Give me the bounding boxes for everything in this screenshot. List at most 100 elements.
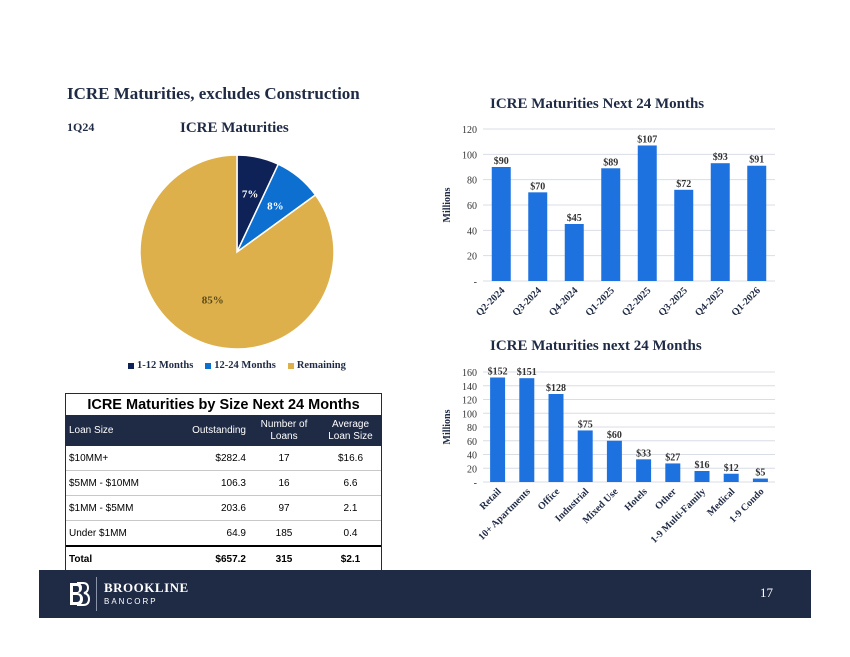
bar bbox=[710, 163, 730, 281]
table-cell: 2.1 bbox=[320, 495, 381, 521]
x-tick-label: Q4-2025 bbox=[693, 285, 726, 318]
pie-slice-label: 8% bbox=[267, 201, 284, 213]
bar-value-label: $60 bbox=[607, 430, 622, 441]
legend-swatch bbox=[205, 362, 212, 369]
bar bbox=[519, 378, 535, 482]
x-tick-label: Q4-2024 bbox=[547, 285, 580, 318]
y-tick-label: 20 bbox=[467, 464, 477, 475]
y-axis-label: Millions bbox=[442, 187, 453, 222]
y-tick-label: 40 bbox=[467, 226, 477, 237]
bar-value-label: $107 bbox=[637, 134, 657, 145]
table-cell: 0.4 bbox=[320, 520, 381, 547]
x-tick-label: 1-9 Multi-Family bbox=[649, 486, 708, 545]
y-tick-label: - bbox=[474, 277, 477, 288]
y-tick-label: 80 bbox=[467, 176, 477, 187]
legend-item: 12-24 Months bbox=[205, 360, 276, 371]
x-tick-label: Q2-2024 bbox=[474, 285, 507, 318]
y-tick-label: 100 bbox=[462, 150, 477, 161]
bar-value-label: $45 bbox=[567, 213, 582, 224]
bar-value-label: $27 bbox=[665, 452, 680, 463]
table-cell: 315 bbox=[248, 545, 320, 571]
bar-value-label: $91 bbox=[749, 155, 764, 166]
x-tick-label: Q3-2025 bbox=[657, 285, 690, 318]
bar bbox=[564, 224, 584, 281]
bar bbox=[577, 430, 593, 482]
table-cell: 106.3 bbox=[165, 470, 248, 496]
legend-label: 1-12 Months bbox=[137, 360, 194, 371]
bar-value-label: $89 bbox=[603, 157, 618, 168]
legend-label: 12-24 Months bbox=[214, 360, 276, 371]
pie-chart-title: ICRE Maturities bbox=[180, 120, 289, 136]
table-row: $5MM - $10MM 106.3 16 6.6 bbox=[66, 470, 381, 496]
size-table-header-row: Loan Size Outstanding Number of Loans Av… bbox=[66, 416, 381, 446]
x-tick-label: Q3-2024 bbox=[511, 285, 544, 318]
table-cell: 64.9 bbox=[165, 520, 248, 547]
table-row: Under $1MM 64.9 185 0.4 bbox=[66, 520, 381, 547]
legend-item: 1-12 Months bbox=[128, 360, 193, 371]
bar-chart-2: - 20 40 60 80 100 120 140 160 Millions $152 Retail $… bbox=[442, 367, 775, 546]
bar-value-label: $93 bbox=[713, 152, 728, 163]
table-cell: $657.2 bbox=[165, 545, 248, 571]
table-cell: $1MM - $5MM bbox=[66, 495, 165, 521]
pie-slice-label: 85% bbox=[202, 295, 224, 307]
table-cell: Total bbox=[66, 545, 165, 571]
table-row: $1MM - $5MM 203.6 97 2.1 bbox=[66, 495, 381, 521]
page-number: 17 bbox=[760, 585, 773, 600]
bar bbox=[723, 473, 739, 482]
y-tick-label: 160 bbox=[462, 368, 477, 379]
footer-bar bbox=[39, 570, 811, 618]
pie-legend: 1-12 Months 12-24 Months Remaining bbox=[128, 360, 346, 371]
period-label: 1Q24 bbox=[67, 120, 95, 134]
col-header-loan-size: Loan Size bbox=[66, 416, 165, 446]
pie-chart: 7% 8% 85% bbox=[139, 154, 335, 350]
table-cell: 97 bbox=[248, 495, 320, 521]
table-cell: $10MM+ bbox=[66, 446, 165, 471]
logo-divider bbox=[96, 577, 97, 611]
col-header-average-loan-size: Average Loan Size bbox=[320, 416, 381, 446]
y-tick-label: 20 bbox=[467, 252, 477, 263]
bar-value-label: $70 bbox=[530, 181, 545, 192]
legend-swatch bbox=[287, 362, 294, 369]
table-cell: 203.6 bbox=[165, 495, 248, 521]
bar-value-label: $75 bbox=[578, 419, 593, 430]
bar-value-label: $33 bbox=[636, 448, 651, 459]
table-total-row: Total $657.2 315 $2.1 bbox=[66, 545, 381, 571]
y-tick-label: 120 bbox=[462, 396, 477, 407]
x-tick-label: Office bbox=[536, 486, 563, 513]
table-cell: $2.1 bbox=[320, 545, 381, 571]
legend-swatch bbox=[128, 362, 134, 369]
col-header-number-of-loans: Number of Loans bbox=[248, 416, 320, 446]
page-title: ICRE Maturities, excludes Construction bbox=[67, 84, 360, 103]
y-tick-label: 100 bbox=[462, 409, 477, 420]
brand-subtitle: BANCORP bbox=[104, 597, 158, 606]
size-table: ICRE Maturities by Size Next 24 Months L… bbox=[65, 393, 382, 572]
bar-chart-2-title: ICRE Maturities next 24 Months bbox=[490, 338, 702, 354]
bar bbox=[528, 192, 548, 281]
bar-chart-1-title: ICRE Maturities Next 24 Months bbox=[490, 96, 705, 112]
x-tick-label: Q1-2025 bbox=[584, 285, 617, 318]
bar-value-label: $5 bbox=[755, 468, 765, 479]
table-row: $10MM+ $282.4 17 $16.6 bbox=[66, 446, 381, 471]
table-cell: $5MM - $10MM bbox=[66, 470, 165, 496]
bar-value-label: $12 bbox=[724, 463, 739, 474]
x-tick-label: Q1-2026 bbox=[730, 285, 763, 318]
table-cell: 17 bbox=[248, 446, 320, 471]
x-tick-label: Hotels bbox=[623, 486, 650, 513]
bar bbox=[752, 478, 768, 482]
y-tick-label: 120 bbox=[462, 125, 477, 136]
table-cell: 16 bbox=[248, 470, 320, 496]
bar-value-label: $72 bbox=[676, 179, 691, 190]
y-axis-label: Millions bbox=[442, 409, 453, 444]
bar bbox=[490, 377, 506, 482]
x-tick-label: Other bbox=[653, 486, 679, 512]
y-tick-label: - bbox=[474, 478, 477, 489]
bb-monogram-icon bbox=[70, 582, 90, 606]
bar-value-label: $128 bbox=[546, 383, 566, 394]
brand-name: BROOKLINE bbox=[104, 580, 189, 595]
bar-value-label: $16 bbox=[695, 460, 710, 471]
col-header-outstanding: Outstanding bbox=[165, 416, 248, 446]
table-cell: Under $1MM bbox=[66, 520, 165, 547]
size-table-title: ICRE Maturities by Size Next 24 Months bbox=[66, 394, 381, 416]
table-cell: $282.4 bbox=[165, 446, 248, 471]
bar bbox=[665, 463, 681, 482]
